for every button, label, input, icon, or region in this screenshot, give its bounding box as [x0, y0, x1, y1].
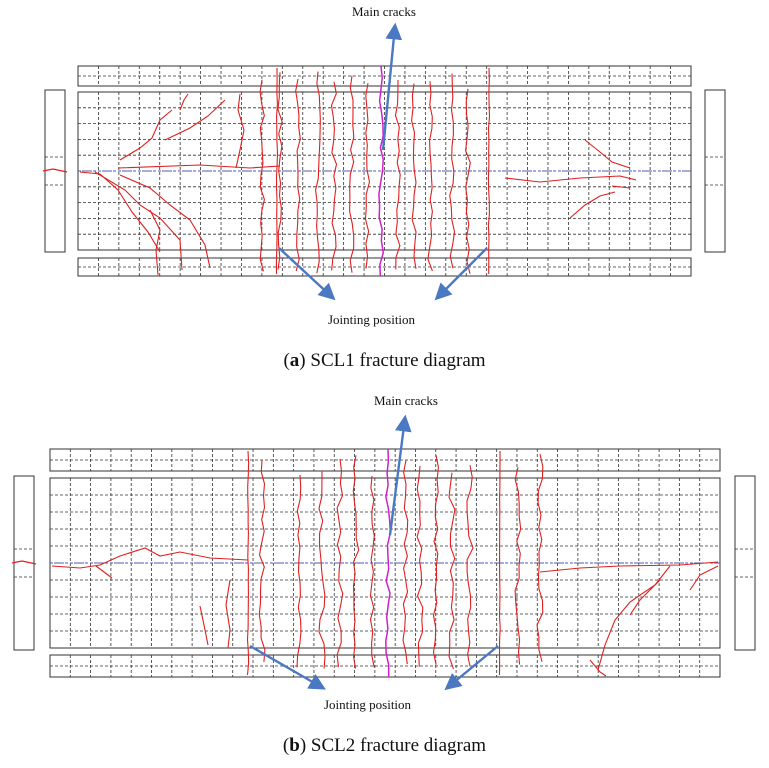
panel-a-crack-9 [427, 81, 433, 272]
panel-b-joint-line-0 [246, 450, 250, 676]
panel-b-crack-12 [536, 454, 544, 662]
panel-a-diag-crack-0 [79, 171, 161, 253]
panel-b-main-crack [385, 448, 392, 678]
panel-a-main-cracks-arrow [381, 22, 403, 151]
panel-b-diag-crack-2 [199, 605, 209, 646]
panel-a-main-crack [378, 65, 385, 277]
panel-a-crack-0 [259, 79, 265, 272]
panel-a-crack-11 [465, 88, 471, 274]
panel-b-crack-6 [402, 460, 409, 665]
panel-b-crack-9 [448, 472, 456, 670]
panel-a-diag-crack-1 [94, 171, 183, 271]
panel-a-crack-3 [315, 71, 321, 274]
panel-a-diag-crack-12 [611, 185, 631, 189]
panel-b-crack-3 [336, 458, 344, 668]
panel-b-crack-1 [296, 474, 302, 668]
panel-a-crack-5 [349, 75, 355, 273]
panel-b-jointing-position-label: Jointing position [324, 697, 412, 712]
panel-a-caption-letter: a [289, 350, 300, 371]
panel-b-right-end-view [734, 475, 756, 651]
panel-a-crack-4 [330, 81, 338, 271]
panel-a-jointing-arrow-right [434, 247, 488, 301]
panel-b-top-flange-grid [50, 449, 720, 471]
panel-a-crack-6 [364, 83, 371, 269]
panel-a-scl1 [42, 22, 726, 301]
panel-a-diag-crack-7 [149, 209, 161, 276]
panel-b-diag-crack-7 [689, 565, 719, 591]
panel-b-crack-10 [466, 465, 474, 667]
panel-a-top-flange-grid [78, 66, 691, 86]
panel-b-jointing-arrow-left [249, 644, 326, 690]
panel-b-crack-4 [352, 455, 360, 669]
panel-a-caption: (a) SCL1 fracture diagram [283, 350, 486, 371]
panel-a-diag-crack-6 [117, 164, 281, 169]
panel-a-diag-crack-2 [119, 174, 211, 269]
panel-a-caption-text: SCL1 fracture diagram [310, 350, 486, 371]
panel-b-crack-5 [369, 475, 375, 668]
panel-b-left-end-crack [11, 560, 37, 565]
panel-b-crack-2 [318, 471, 326, 669]
panel-a-right-end-view [704, 89, 726, 253]
panel-b-crack-0 [258, 459, 266, 662]
panel-b-main-cracks-arrow [388, 414, 412, 536]
panel-a-crack-1 [277, 72, 283, 270]
panel-a-diag-crack-9 [504, 175, 637, 183]
panel-a-jointing-arrow-left [278, 247, 336, 301]
panel-b-crack-11 [514, 467, 522, 665]
panel-a-diag-crack-8 [235, 93, 245, 169]
panel-b-diag-crack-1 [95, 565, 113, 579]
panel-b-diag-crack-8 [589, 659, 607, 677]
panel-b-joint-line-1 [498, 451, 501, 676]
panel-a-diag-crack-5 [179, 93, 189, 111]
panel-a-bottom-flange-grid [78, 258, 691, 276]
panel-b-crack-8 [432, 454, 439, 665]
panel-a-diag-crack-4 [164, 99, 226, 141]
panel-b-main-cracks-label: Main cracks [374, 393, 438, 408]
panel-b-jointing-arrow-right [444, 645, 499, 691]
panel-b-scl2 [11, 414, 756, 691]
panel-a-left-end-crack [42, 168, 68, 173]
panel-a-crack-10 [449, 73, 456, 269]
panel-b-diag-crack-4 [539, 561, 719, 573]
panel-b-caption: (b) SCL2 fracture diagram [282, 735, 487, 756]
panel-a-crack-7 [394, 79, 401, 270]
panel-b-crack-7 [416, 465, 424, 667]
panel-a-joint-line-0 [275, 67, 279, 275]
panel-a-diag-crack-10 [584, 139, 631, 169]
panel-a-jointing-position-label: Jointing position [328, 312, 416, 327]
panel-b-diag-crack-3 [225, 579, 231, 649]
panel-a-diag-crack-3 [119, 109, 173, 161]
panel-b-diag-crack-0 [51, 547, 249, 569]
panel-a-diag-crack-11 [569, 191, 616, 219]
panel-a-crack-8 [411, 83, 417, 269]
panel-a-joint-line-1 [487, 67, 491, 275]
panel-b-diag-crack-6 [629, 579, 661, 616]
panel-b-bottom-flange-grid [50, 655, 720, 677]
panel-b-caption-text: SCL2 fracture diagram [310, 735, 487, 756]
panel-a-main-cracks-label: Main cracks [352, 4, 416, 19]
panel-a-crack-2 [295, 78, 301, 272]
panel-b-caption-letter: b [289, 735, 300, 756]
